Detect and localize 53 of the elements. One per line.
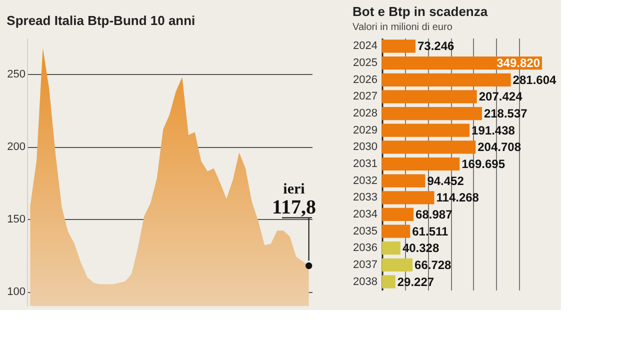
data-label: 218.537 [484,106,528,121]
bar [382,208,414,222]
bar [382,106,482,120]
chart-title: Spread Italia Btp-Bund 10 anni [6,13,196,28]
data-label: 61.511 [412,224,448,238]
y-tick-label: 2029 [353,124,378,136]
y-tick-label: 250 [7,68,26,81]
bar [382,140,476,154]
bar [382,40,416,53]
y-tick-label: 2032 [353,174,378,187]
data-label: 94.452 [427,174,464,188]
y-tick-label: 2036 [353,242,378,254]
bar [382,224,410,238]
y-tick-label: 2034 [353,208,378,220]
data-label: 66.728 [414,258,452,272]
y-tick-label: 2026 [353,74,378,86]
bar [382,191,434,204]
chart-title: Bot e Btp in scadenza [352,4,488,19]
bar [382,242,400,255]
y-tick-label: 2035 [353,225,378,238]
bar [382,90,477,104]
annotation: ieri [283,182,305,198]
data-label: 204.708 [478,140,522,154]
y-tick-label: 2038 [353,276,378,288]
data-label: 73.246 [418,39,455,54]
y-tick-label: 2031 [353,158,378,170]
chart-subtitle: Valori in milioni di euro [352,22,453,33]
y-tick-label: 2033 [353,192,378,204]
y-tick-label: 2024 [353,40,378,52]
y-tick-label: 150 [7,214,26,226]
bar [382,124,470,137]
y-tick-label: 2028 [353,108,378,120]
bar [382,258,413,272]
y-tick-label: 200 [7,141,26,154]
bar [382,157,460,171]
bar [382,73,511,86]
annotation: 117,8 [272,196,316,219]
y-tick-label: 100 [7,286,26,298]
bar [382,275,396,288]
data-label: 114.268 [436,190,480,205]
data-label: 169.695 [462,157,506,171]
data-label: 349.820 [496,56,540,70]
bar [382,174,426,188]
data-label: 191.438 [472,123,516,138]
y-tick-label: 2030 [353,141,378,154]
data-label: 68.987 [416,207,453,222]
y-tick-label: 2027 [353,90,378,103]
data-label: 40.328 [402,241,440,256]
data-label: 29.227 [397,274,434,289]
y-tick-label: 2025 [353,57,378,70]
y-tick-label: 2037 [353,258,378,271]
data-label: 281.604 [512,72,557,87]
data-label: 207.424 [478,90,523,104]
